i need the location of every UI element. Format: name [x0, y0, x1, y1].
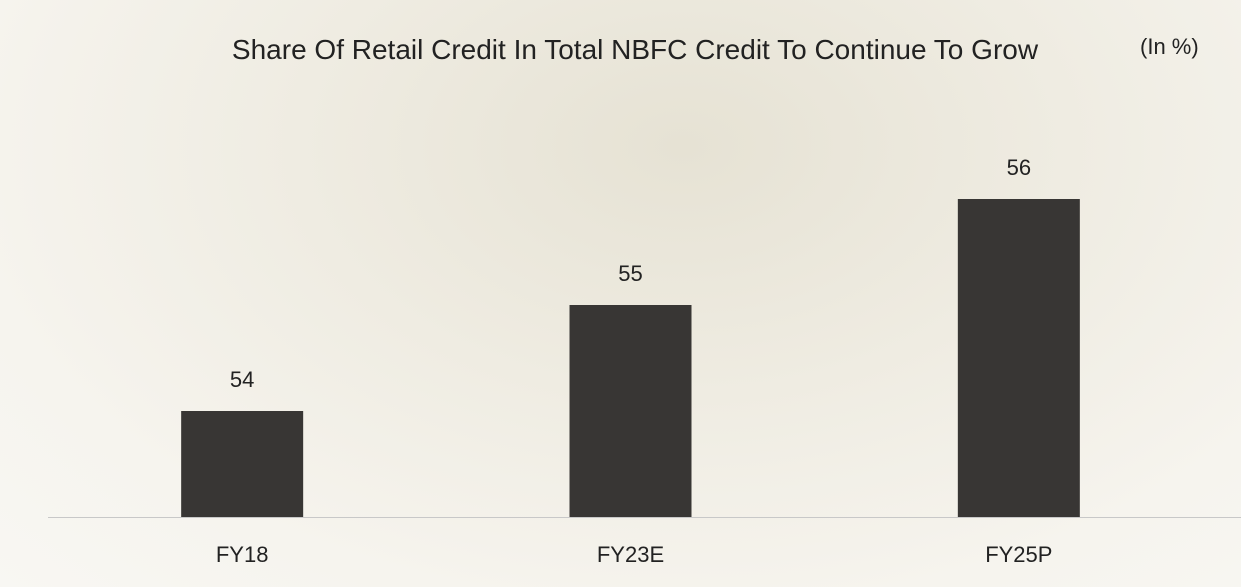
- value-label: 56: [1007, 155, 1031, 180]
- bar: [569, 305, 692, 517]
- unit-note: (In %): [1140, 34, 1199, 59]
- chart-title: Share Of Retail Credit In Total NBFC Cre…: [231, 34, 1039, 65]
- value-label: 54: [230, 367, 254, 392]
- value-label: 55: [618, 261, 642, 286]
- x-tick-label: FY25P: [985, 542, 1052, 567]
- bar: [181, 411, 304, 517]
- x-tick-label: FY18: [216, 542, 269, 567]
- bar: [957, 199, 1080, 517]
- x-tick-label: FY23E: [597, 542, 664, 567]
